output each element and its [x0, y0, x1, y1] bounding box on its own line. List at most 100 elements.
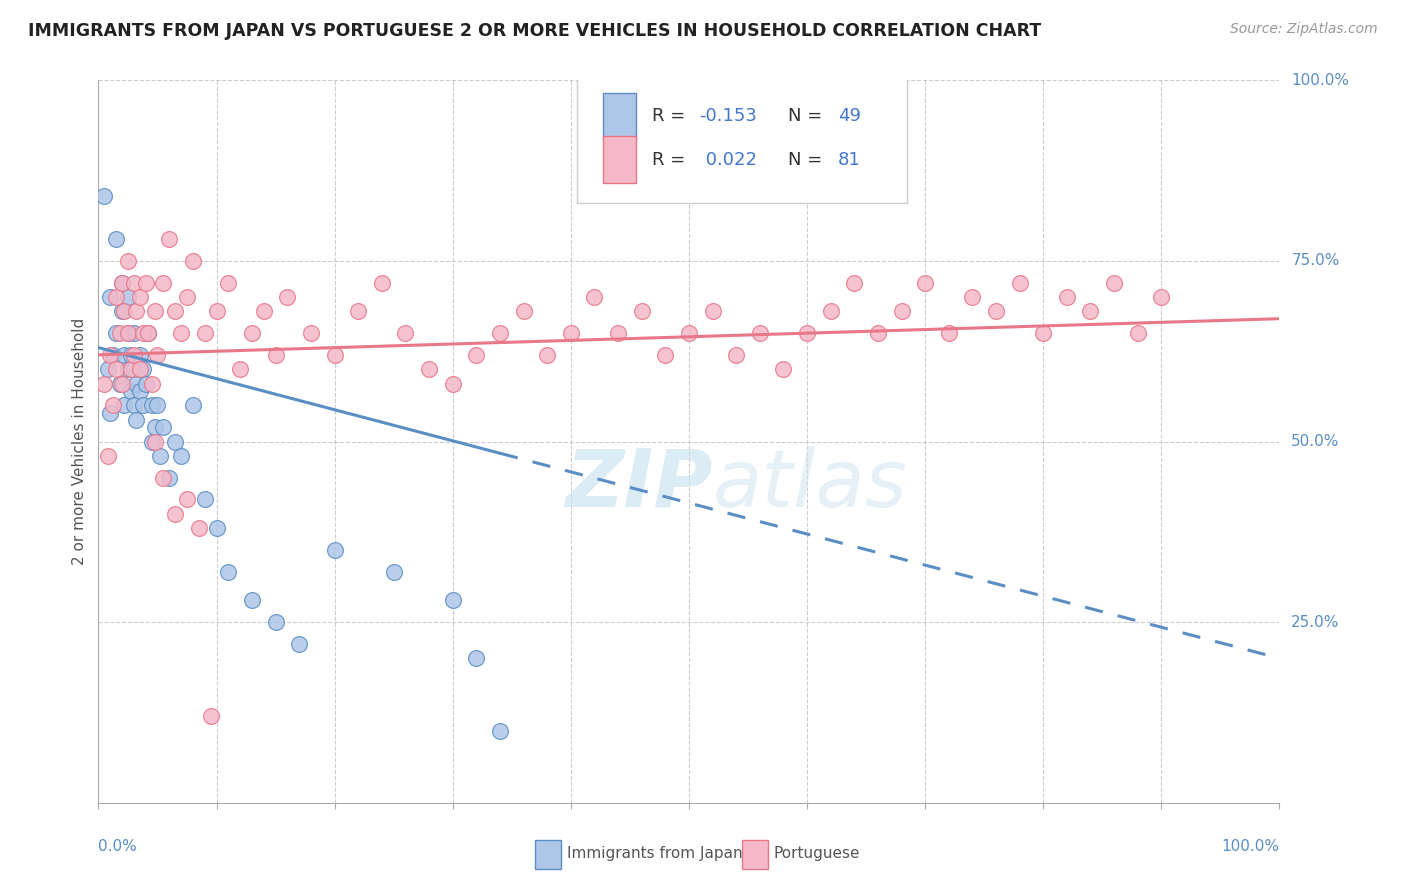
Point: [441, 593, 464, 607]
Point: [121, 348, 143, 362]
Point: [146, 398, 169, 412]
Point: [1126, 326, 1149, 340]
Text: 0.0%: 0.0%: [98, 838, 138, 854]
Point: [796, 326, 818, 340]
Point: [914, 276, 936, 290]
Text: 25.0%: 25.0%: [1291, 615, 1340, 630]
Point: [176, 492, 198, 507]
Point: [101, 348, 124, 362]
Point: [111, 276, 134, 290]
Point: [122, 362, 145, 376]
Point: [122, 326, 145, 340]
Point: [465, 651, 488, 665]
Point: [820, 304, 842, 318]
Point: [347, 304, 370, 318]
Point: [176, 290, 198, 304]
Point: [128, 384, 150, 398]
Point: [112, 398, 135, 412]
FancyBboxPatch shape: [536, 840, 561, 870]
Text: ZIP: ZIP: [565, 446, 713, 524]
Point: [264, 348, 287, 362]
Point: [394, 326, 416, 340]
Point: [152, 420, 174, 434]
Point: [194, 326, 217, 340]
Text: -0.153: -0.153: [700, 107, 758, 126]
Point: [111, 376, 134, 391]
Point: [536, 348, 558, 362]
Point: [146, 348, 169, 362]
Point: [844, 276, 866, 290]
Point: [299, 326, 322, 340]
Point: [323, 542, 346, 557]
Point: [465, 348, 488, 362]
Point: [111, 304, 134, 318]
Point: [253, 304, 276, 318]
FancyBboxPatch shape: [742, 840, 768, 870]
Point: [702, 304, 724, 318]
Point: [122, 276, 145, 290]
Point: [117, 253, 139, 268]
Point: [489, 326, 512, 340]
Point: [105, 326, 128, 340]
Point: [489, 723, 512, 738]
Point: [125, 304, 148, 318]
Point: [1102, 276, 1125, 290]
Text: Source: ZipAtlas.com: Source: ZipAtlas.com: [1230, 22, 1378, 37]
Point: [143, 304, 166, 318]
Point: [122, 398, 145, 412]
Point: [725, 348, 748, 362]
Point: [165, 304, 187, 318]
Point: [93, 189, 115, 203]
Point: [240, 593, 263, 607]
Text: IMMIGRANTS FROM JAPAN VS PORTUGUESE 2 OR MORE VEHICLES IN HOUSEHOLD CORRELATION : IMMIGRANTS FROM JAPAN VS PORTUGUESE 2 OR…: [28, 22, 1042, 40]
Point: [229, 362, 252, 376]
Point: [170, 449, 193, 463]
Point: [149, 449, 172, 463]
Point: [136, 326, 159, 340]
Point: [157, 232, 180, 246]
Point: [108, 376, 131, 391]
Point: [105, 232, 128, 246]
Point: [371, 276, 394, 290]
Point: [141, 434, 163, 449]
Point: [382, 565, 405, 579]
Point: [170, 326, 193, 340]
Point: [1032, 326, 1054, 340]
Point: [98, 348, 121, 362]
Point: [143, 434, 166, 449]
Point: [136, 326, 159, 340]
Point: [132, 362, 155, 376]
Point: [141, 398, 163, 412]
Text: 0.022: 0.022: [700, 151, 756, 169]
Point: [1056, 290, 1078, 304]
Point: [441, 376, 464, 391]
Text: 50.0%: 50.0%: [1291, 434, 1340, 449]
Point: [125, 376, 148, 391]
Point: [132, 398, 155, 412]
Point: [984, 304, 1007, 318]
Point: [122, 348, 145, 362]
Point: [181, 253, 204, 268]
Point: [121, 362, 143, 376]
Text: N =: N =: [789, 151, 823, 169]
Point: [98, 406, 121, 420]
Point: [181, 398, 204, 412]
Point: [97, 362, 120, 376]
Point: [108, 326, 131, 340]
Point: [748, 326, 770, 340]
FancyBboxPatch shape: [603, 136, 636, 183]
Point: [117, 326, 139, 340]
Point: [678, 326, 700, 340]
Point: [866, 326, 889, 340]
Point: [630, 304, 652, 318]
FancyBboxPatch shape: [576, 77, 907, 203]
Point: [128, 362, 150, 376]
Text: Immigrants from Japan: Immigrants from Japan: [567, 846, 742, 861]
Point: [187, 521, 209, 535]
Point: [152, 276, 174, 290]
Point: [135, 376, 157, 391]
Point: [112, 304, 135, 318]
Point: [583, 290, 606, 304]
Text: 100.0%: 100.0%: [1222, 838, 1279, 854]
Point: [607, 326, 630, 340]
